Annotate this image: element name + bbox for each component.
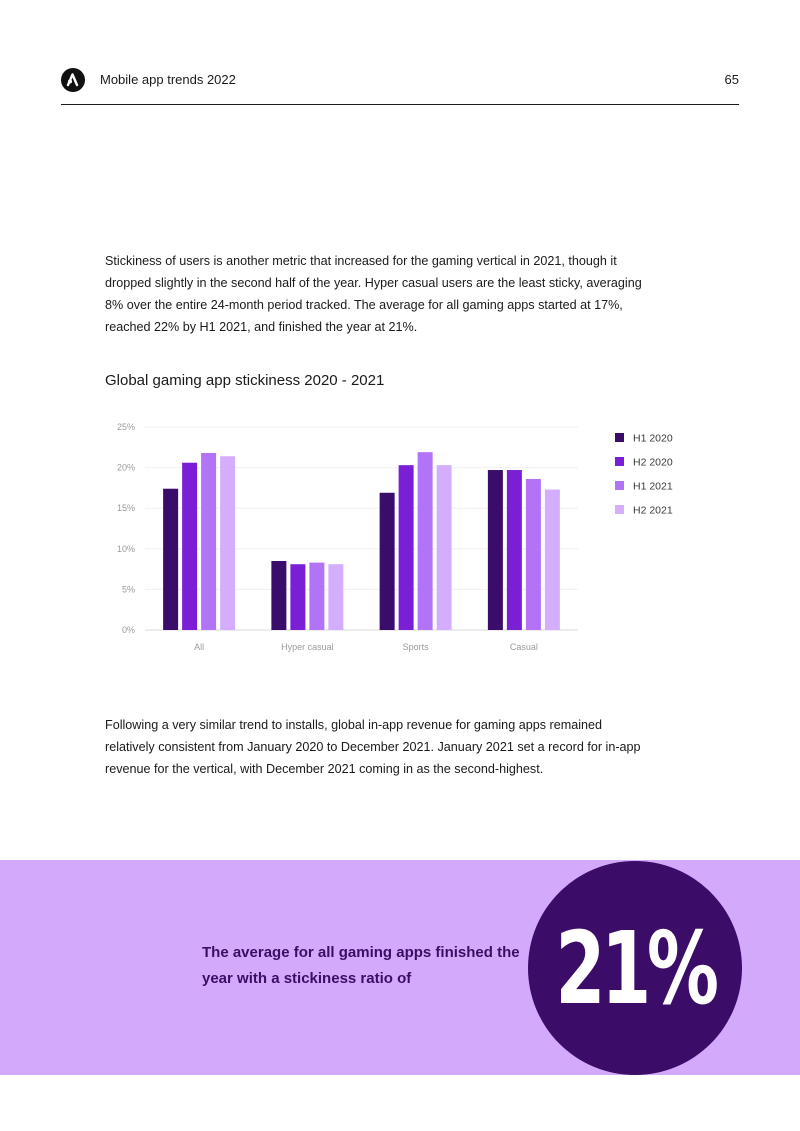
y-tick-label: 10% <box>117 544 135 554</box>
legend-swatch <box>615 457 624 466</box>
y-tick-label: 5% <box>122 584 135 594</box>
adjust-logo-icon <box>61 68 85 92</box>
bar <box>487 470 503 630</box>
bar <box>201 452 217 630</box>
bar <box>544 489 560 630</box>
second-paragraph: Following a very similar trend to instal… <box>105 718 641 776</box>
y-tick-label: 15% <box>117 503 135 513</box>
callout-value: 21% <box>555 909 719 1027</box>
y-tick-label: 0% <box>122 625 135 635</box>
legend-label: H1 2021 <box>633 481 673 493</box>
legend-swatch <box>615 505 624 514</box>
x-tick-label: All <box>194 642 204 652</box>
legend-label: H1 2020 <box>633 433 673 445</box>
bar <box>379 492 395 630</box>
bar <box>436 465 452 630</box>
y-tick-label: 20% <box>117 463 135 473</box>
bar <box>271 560 287 630</box>
document-title: Mobile app trends 2022 <box>100 72 236 87</box>
page-number: 65 <box>724 72 739 87</box>
page-header: Mobile app trends 2022 65 <box>61 66 739 105</box>
bar <box>417 452 433 630</box>
legend-swatch <box>615 481 624 490</box>
bar <box>328 564 344 630</box>
callout-circle <box>528 861 742 1075</box>
callout-text: The average for all gaming apps finished… <box>202 944 520 987</box>
stickiness-bar-chart: 0% 5% 10% 15% 20% 25% All Hyper casual Sports Cas… <box>117 422 673 652</box>
chart-title: Global gaming app stickiness 2020 - 2021 <box>105 372 385 389</box>
y-tick-label: 25% <box>117 422 135 432</box>
legend-label: H2 2020 <box>633 457 673 469</box>
bar <box>290 564 306 630</box>
bar <box>506 470 522 630</box>
intro-paragraph: Stickiness of users is another metric th… <box>105 254 642 334</box>
x-tick-label: Hyper casual <box>281 642 334 652</box>
bar <box>182 462 198 630</box>
x-tick-label: Sports <box>403 642 430 652</box>
legend-swatch <box>615 433 624 442</box>
bar <box>525 478 541 630</box>
bar <box>309 562 325 630</box>
legend-label: H2 2021 <box>633 505 673 517</box>
bar <box>163 488 179 630</box>
x-tick-label: Casual <box>510 642 538 652</box>
bar <box>220 456 236 630</box>
bar <box>398 465 414 630</box>
